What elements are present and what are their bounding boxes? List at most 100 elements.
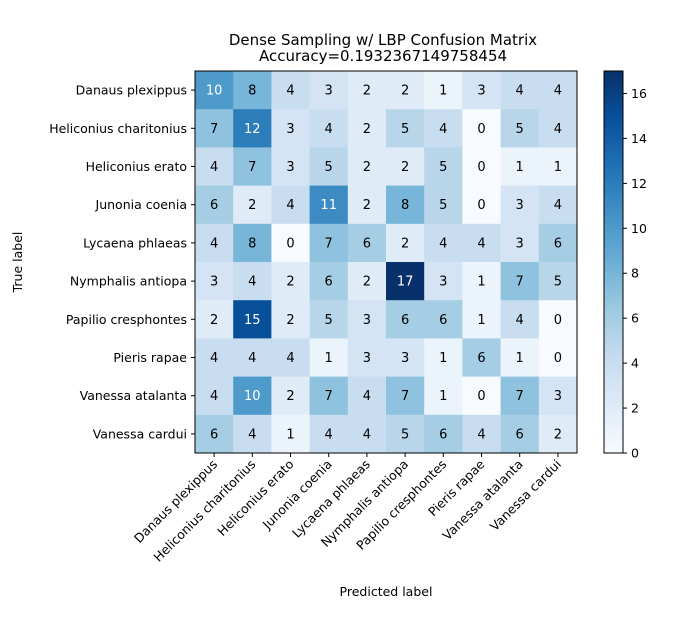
matrix-cell — [347, 223, 387, 263]
matrix-cell — [424, 300, 463, 339]
cell-value-label: 3 — [286, 122, 294, 137]
matrix-cell — [271, 147, 311, 187]
matrix-cell — [424, 223, 463, 263]
cell-value-label: 2 — [286, 275, 294, 290]
matrix-cell — [195, 223, 234, 263]
cell-value-label: 4 — [554, 84, 562, 99]
matrix-cell — [424, 185, 463, 225]
matrix-cell — [347, 376, 387, 416]
matrix-cell — [424, 147, 463, 187]
cell-value-label: 7 — [248, 160, 256, 175]
matrix-cell — [309, 338, 349, 378]
matrix-cell — [462, 338, 502, 378]
cell-value-label: 8 — [248, 84, 256, 99]
cell-value-label: 4 — [210, 389, 218, 404]
cell-value-label: 6 — [363, 236, 371, 251]
cell-value-label: 4 — [554, 122, 562, 137]
matrix-cell — [233, 300, 272, 339]
cell-value-label: 4 — [248, 427, 256, 442]
cell-value-label: 1 — [477, 275, 485, 290]
cell-value-label: 3 — [363, 351, 371, 366]
cell-value-label: 3 — [210, 275, 218, 290]
cell-value-label: 2 — [401, 236, 409, 251]
cell-value-label: 1 — [439, 351, 447, 366]
matrix-cell — [462, 414, 502, 454]
cell-value-label: 8 — [401, 198, 409, 213]
matrix-cell — [386, 338, 425, 378]
cell-value-label: 2 — [286, 389, 294, 404]
colorbar-tick-label: 16 — [631, 86, 647, 101]
matrix-cell — [347, 185, 387, 225]
matrix-cell — [538, 223, 578, 263]
matrix-cell — [500, 223, 540, 263]
cell-value-label: 4 — [210, 160, 218, 175]
cell-value-label: 1 — [477, 313, 485, 328]
cell-value-label: 5 — [325, 160, 333, 175]
matrix-cell — [538, 338, 578, 378]
matrix-cell — [538, 376, 578, 416]
matrix-cell — [233, 109, 272, 148]
matrix-cell — [500, 262, 540, 301]
cell-value-label: 4 — [210, 236, 218, 251]
cell-value-label: 0 — [286, 236, 294, 251]
cell-value-label: 2 — [210, 313, 218, 328]
matrix-cell — [347, 262, 387, 301]
matrix-cell — [233, 262, 272, 301]
cell-value-label: 10 — [244, 389, 261, 404]
cell-value-label: 7 — [210, 122, 218, 137]
matrix-cell — [309, 185, 349, 225]
matrix-cell — [271, 262, 311, 301]
matrix-frame — [194, 70, 578, 454]
matrix-cells: 10 8 4 3 2 2 1 3 4 47 12 3 4 2 5 4 0 5 44 7 3 5 2 2 5 0 1 16 2 4 11 2 8 5… — [195, 71, 578, 454]
matrix-cell — [195, 414, 234, 454]
cell-value-label: 6 — [210, 427, 218, 442]
matrix-cell — [462, 262, 502, 301]
matrix-cell — [309, 300, 349, 339]
cell-value-label: 3 — [401, 351, 409, 366]
matrix-cell — [500, 414, 540, 454]
cell-value-label: 6 — [554, 236, 562, 251]
matrix-cell — [538, 300, 578, 339]
cell-value-label: 3 — [325, 84, 333, 99]
matrix-cell — [233, 376, 272, 416]
cell-value-label: 4 — [325, 427, 333, 442]
cell-value-label: 3 — [477, 84, 485, 99]
matrix-cell — [538, 109, 578, 148]
cell-value-label: 3 — [363, 313, 371, 328]
matrix-cell — [271, 414, 311, 454]
cell-value-label: 0 — [554, 313, 562, 328]
matrix-cell — [386, 223, 425, 263]
cell-value-label: 6 — [439, 313, 447, 328]
matrix-cell — [500, 109, 540, 148]
cell-value-label: 5 — [325, 313, 333, 328]
cell-value-label: 2 — [363, 275, 371, 290]
matrix-cell — [424, 376, 463, 416]
matrix-cell — [271, 223, 311, 263]
colorbar — [603, 70, 624, 454]
cell-value-label: 5 — [516, 122, 524, 137]
col-tick-label: Vanessa cardui — [487, 457, 564, 534]
matrix-cell — [309, 223, 349, 263]
cell-value-label: 0 — [477, 389, 485, 404]
matrix-cell — [309, 414, 349, 454]
colorbar-ticks: 0 2 4 6 8 10 12 14 16 — [623, 86, 647, 461]
matrix-cell — [271, 71, 311, 110]
matrix-cell — [233, 223, 272, 263]
row-tick-label: Danaus plexippus — [76, 83, 187, 98]
matrix-cell — [309, 147, 349, 187]
colorbar-tick-label: 10 — [631, 221, 647, 236]
cell-value-label: 3 — [286, 160, 294, 175]
matrix-cell — [347, 109, 387, 148]
matrix-cell — [424, 71, 463, 110]
matrix-cell — [347, 300, 387, 339]
matrix-cell — [500, 376, 540, 416]
matrix-cell — [271, 185, 311, 225]
matrix-cell — [195, 262, 234, 301]
matrix-cell — [462, 300, 502, 339]
cell-value-label: 1 — [516, 160, 524, 175]
row-tick-label: Nymphalis antiopa — [70, 274, 187, 289]
row-tick-label: Junonia coenia — [95, 197, 187, 212]
cell-value-label: 7 — [401, 389, 409, 404]
cell-value-label: 2 — [401, 160, 409, 175]
matrix-cell — [233, 185, 272, 225]
